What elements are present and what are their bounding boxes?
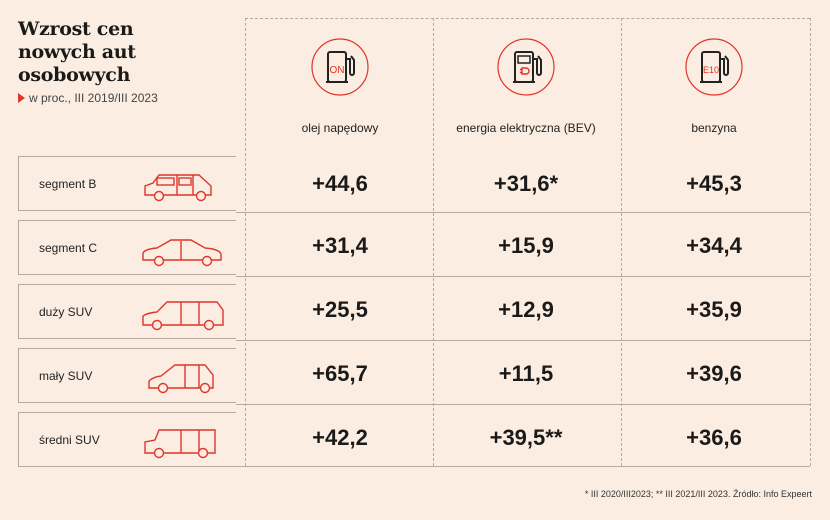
row-label-segment-c: segment C [39, 241, 98, 255]
row-label-cell: segment B [18, 156, 236, 211]
value-cell: +25,5 [312, 297, 368, 322]
column-divider [433, 18, 434, 466]
value-cell: +44,6 [312, 171, 368, 196]
row-label-duzy-suv: duży SUV [39, 305, 93, 319]
column-divider [621, 18, 622, 466]
row-label-cell: mały SUV [18, 348, 236, 403]
column-divider [810, 18, 811, 466]
value-cell: +36,6 [686, 425, 742, 450]
value-cell: +31,4 [312, 233, 368, 258]
value-cell: +31,6* [493, 171, 559, 196]
row-divider [236, 404, 810, 405]
column-header-petrol: benzyna [691, 121, 737, 135]
value-cell: +35,9 [686, 297, 742, 322]
row-divider [236, 466, 810, 467]
row-label-cell: segment C [18, 220, 236, 275]
row-divider [236, 276, 810, 277]
triangle-marker-icon [18, 93, 25, 103]
row-label-sredni-suv: średni SUV [39, 433, 100, 447]
ev-charger-icon [497, 38, 555, 96]
value-cell: +65,7 [312, 361, 368, 386]
column-header-diesel: olej napędowy [301, 121, 379, 135]
small-suv-icon [148, 364, 214, 394]
pump-text-on: ON [330, 65, 345, 76]
medium-suv-icon [144, 429, 216, 459]
sedan-icon [142, 239, 222, 267]
row-label-cell: średni SUV [18, 412, 236, 467]
row-label-cell: duży SUV [18, 284, 236, 339]
value-cell: +45,3 [686, 171, 742, 196]
value-cell: +39,5** [489, 425, 563, 450]
value-cell: +15,9 [498, 233, 554, 258]
value-cell: +42,2 [312, 425, 368, 450]
value-cell: +11,5 [498, 361, 554, 386]
petrol-pump-icon: E10 [685, 38, 743, 96]
subtitle: w proc., III 2019/III 2023 [18, 91, 158, 105]
column-header-electric: energia elektryczna (BEV) [456, 121, 596, 135]
header-top-border [245, 18, 810, 19]
small-hatchback-icon [144, 174, 212, 202]
title-line-1: Wzrost cen [18, 18, 134, 40]
value-cell: +39,6 [686, 361, 742, 386]
title-line-3: osobowych [18, 64, 131, 86]
row-label-maly-suv: mały SUV [39, 369, 93, 383]
value-cell: +12,9 [498, 297, 554, 322]
footnote: * III 2020/III2023; ** III 2021/III 2023… [584, 489, 812, 499]
subtitle-text: w proc., III 2019/III 2023 [29, 91, 158, 105]
value-cell: +34,4 [686, 233, 742, 258]
large-suv-icon [142, 301, 224, 331]
row-label-segment-b: segment B [39, 177, 97, 191]
diesel-pump-icon: ON [311, 38, 369, 96]
row-divider [236, 212, 810, 213]
title-line-2: nowych aut [18, 41, 136, 63]
column-divider [245, 18, 246, 466]
chart-title: Wzrost cen nowych aut osobowych [18, 18, 218, 87]
row-divider [236, 340, 810, 341]
pump-text-e10: E10 [703, 65, 719, 75]
